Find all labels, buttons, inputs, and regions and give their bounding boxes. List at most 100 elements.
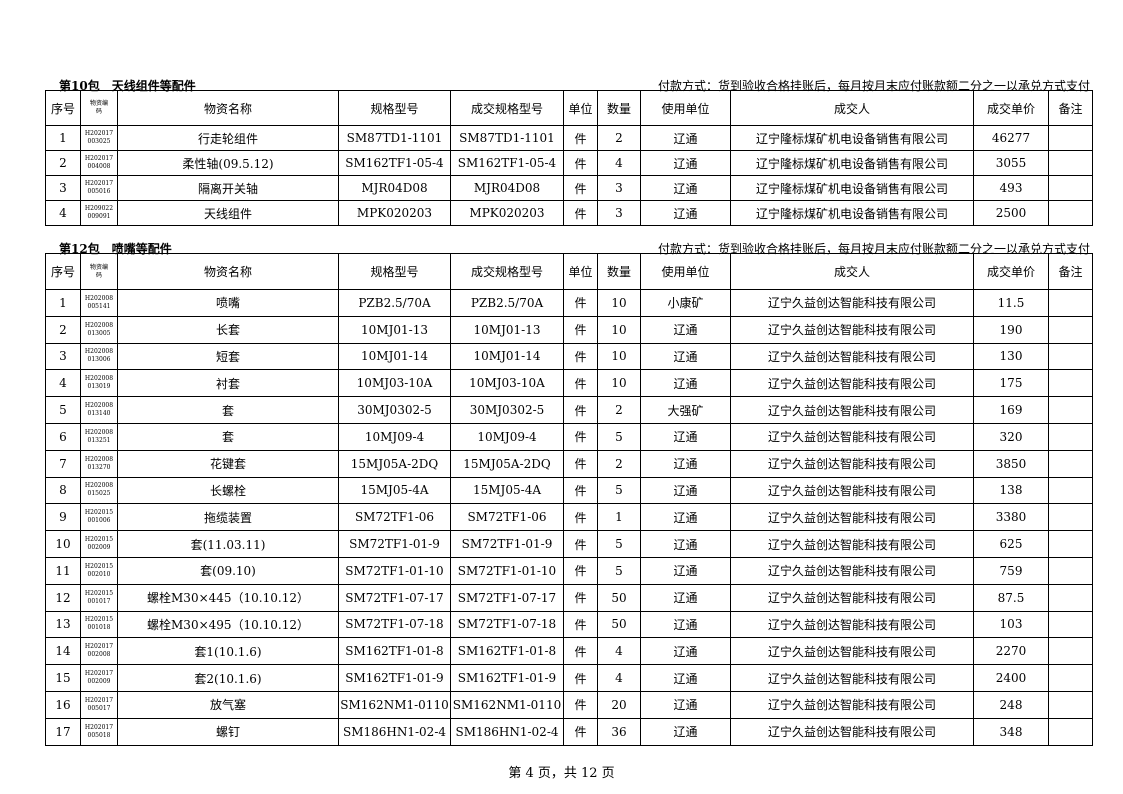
- table-cell: 件: [563, 200, 598, 226]
- table-cell: 2: [45, 315, 81, 344]
- table-row: 1 H202008 005141 喷嘴 PZB2.5/70A PZB2.5/70A 件 10 小…: [45, 289, 1093, 317]
- table-cell: 辽宁隆标煤矿机电设备销售有限公司: [730, 200, 974, 226]
- table-cell: 5: [597, 530, 641, 558]
- table-cell: 11.5: [973, 289, 1049, 317]
- table-cell: 件: [563, 125, 598, 151]
- table-cell: 件: [563, 449, 598, 478]
- table-cell: 放气塞: [117, 690, 339, 719]
- header-cell: 序号: [45, 253, 81, 290]
- table-cell: 辽宁久益创达智能科技有限公司: [730, 369, 974, 398]
- table-cell: 190: [973, 315, 1049, 344]
- header-cell: 物资编码: [80, 90, 118, 126]
- empty-cell: [1048, 583, 1093, 612]
- table-cell: SM162TF1-05-4: [338, 150, 451, 176]
- header-row: 序号 物资编码物资名称 规格型号 成交规格型号 单位 数量 使用单位 成交人 成交单价 备注: [45, 253, 1093, 290]
- table-cell: 2: [597, 396, 641, 424]
- code-line: 001018: [87, 624, 111, 632]
- table-cell: SM72TF1-07-18: [450, 610, 564, 639]
- table-cell: 长螺栓: [117, 476, 339, 505]
- header-cell: 成交人: [730, 90, 974, 126]
- empty-cell: [1048, 342, 1093, 371]
- table-cell: 件: [563, 422, 598, 451]
- table-cell: 3: [597, 200, 641, 226]
- header-cell: 物资名称: [117, 90, 339, 126]
- empty-cell: [1048, 289, 1093, 317]
- table-cell: 隔离开关轴: [117, 175, 339, 201]
- table-cell: 件: [563, 664, 598, 692]
- empty-cell: [1048, 125, 1093, 151]
- table-cell: 36: [597, 717, 641, 746]
- empty-cell: [1048, 664, 1093, 692]
- header-cell: 序号: [45, 90, 81, 126]
- table-cell: 3055: [973, 150, 1049, 176]
- header-cell: 规格型号: [338, 90, 451, 126]
- table-cell: 辽宁久益创达智能科技有限公司: [730, 422, 974, 451]
- table-cell: H202017 002008: [80, 637, 118, 666]
- table-row: 8 H202008 015025 长螺栓 15MJ05-4A 15MJ05-4A 件 5 辽通辽…: [45, 476, 1093, 505]
- table-cell: 件: [563, 717, 598, 746]
- code-line: 015025: [87, 490, 111, 498]
- table-cell: 50: [597, 583, 641, 612]
- table-cell: 辽通: [640, 200, 731, 226]
- table-row: 7 H202008 013270 花键套 15MJ05A-2DQ 15MJ05A-2DQ 件…: [45, 449, 1093, 478]
- header-cell: 使用单位: [640, 253, 731, 290]
- table-cell: 169: [973, 396, 1049, 424]
- table-cell: 套(09.10): [117, 556, 339, 585]
- table-cell: 套: [117, 396, 339, 424]
- table-cell: 10MJ01-13: [338, 315, 451, 344]
- empty-cell: [1048, 610, 1093, 639]
- table-cell: 辽宁久益创达智能科技有限公司: [730, 610, 974, 639]
- code-line: 码: [95, 271, 102, 279]
- table-cell: SM162NM1-0110: [450, 690, 564, 719]
- table-cell: 2: [45, 150, 81, 176]
- empty-cell: [1048, 637, 1093, 666]
- table-cell: 130: [973, 342, 1049, 371]
- table-cell: 248: [973, 690, 1049, 719]
- code-line: 002008: [87, 651, 111, 659]
- table-cell: 10: [597, 369, 641, 398]
- empty-cell: [1048, 396, 1093, 424]
- table-cell: 103: [973, 610, 1049, 639]
- empty-cell: [1048, 556, 1093, 585]
- table-cell: 行走轮组件: [117, 125, 339, 151]
- table-cell: 件: [563, 150, 598, 176]
- table-cell: 天线组件: [117, 200, 339, 226]
- table-cell: 件: [563, 315, 598, 344]
- table-cell: 件: [563, 369, 598, 398]
- table-cell: 螺钉: [117, 717, 339, 746]
- table-cell: 辽通: [640, 125, 731, 151]
- table-row: 11 H202015 002010 套(09.10) SM72TF1-01-10 SM72…: [45, 556, 1093, 585]
- table-cell: 套: [117, 422, 339, 451]
- table-cell: 10MJ03-10A: [450, 369, 564, 398]
- empty-cell: [1048, 449, 1093, 478]
- table-cell: 50: [597, 610, 641, 639]
- code-line: H202015: [84, 509, 114, 517]
- table-cell: 辽通: [640, 583, 731, 612]
- table-cell: 15MJ05A-2DQ: [338, 449, 451, 478]
- header-cell: 备注: [1048, 90, 1093, 126]
- table-cell: 长套: [117, 315, 339, 344]
- table-cell: 16: [45, 690, 81, 719]
- table-cell: 10MJ01-14: [338, 342, 451, 371]
- table-row: 14 H202017 002008 套1(10.1.6) SM162TF1-01-8 SM…: [45, 637, 1093, 666]
- table-cell: 辽通: [640, 690, 731, 719]
- table-cell: 7: [45, 449, 81, 478]
- table-cell: 6: [45, 422, 81, 451]
- table-cell: 件: [563, 175, 598, 201]
- table-cell: 3: [45, 342, 81, 371]
- table-cell: SM72TF1-07-17: [338, 583, 451, 612]
- table-cell: MPK020203: [450, 200, 564, 226]
- table-cell: 10MJ09-4: [450, 422, 564, 451]
- code-line: H202017: [84, 670, 114, 678]
- table-cell: 辽通: [640, 422, 731, 451]
- table-cell: 辽通: [640, 637, 731, 666]
- code-line: H202008: [84, 455, 114, 463]
- table-cell: 1: [45, 289, 81, 317]
- code-line: 003025: [87, 138, 111, 145]
- table-row: 13 H202015 001018 螺栓M30×495（10.10.12） SM72TF…: [45, 610, 1093, 639]
- table-cell: SM186HN1-02-4: [450, 717, 564, 746]
- table-cell: 30MJ0302-5: [450, 396, 564, 424]
- page-footer: 第 4 页，共 12 页: [508, 766, 615, 781]
- table-cell: 15MJ05-4A: [450, 476, 564, 505]
- table-cell: H202015 001017: [80, 583, 118, 612]
